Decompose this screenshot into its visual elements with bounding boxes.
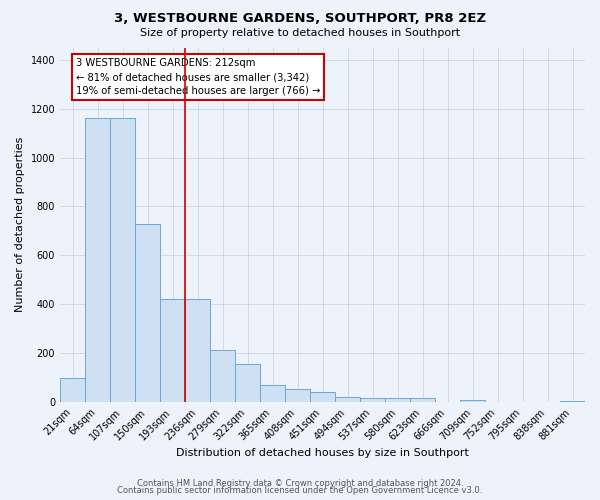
Bar <box>460 400 485 402</box>
Bar <box>260 385 285 402</box>
Bar <box>85 118 110 402</box>
Text: Contains HM Land Registry data © Crown copyright and database right 2024.: Contains HM Land Registry data © Crown c… <box>137 478 463 488</box>
Bar <box>235 364 260 402</box>
Bar <box>560 401 585 402</box>
Bar <box>210 350 235 402</box>
Text: Size of property relative to detached houses in Southport: Size of property relative to detached ho… <box>140 28 460 38</box>
Bar <box>385 398 410 402</box>
Bar <box>410 398 435 402</box>
Y-axis label: Number of detached properties: Number of detached properties <box>15 137 25 312</box>
Text: 3 WESTBOURNE GARDENS: 212sqm
← 81% of detached houses are smaller (3,342)
19% of: 3 WESTBOURNE GARDENS: 212sqm ← 81% of de… <box>76 58 320 96</box>
Bar <box>285 388 310 402</box>
Bar <box>185 300 210 402</box>
Bar <box>335 397 360 402</box>
Bar <box>135 224 160 402</box>
X-axis label: Distribution of detached houses by size in Southport: Distribution of detached houses by size … <box>176 448 469 458</box>
Bar <box>310 392 335 402</box>
Bar <box>110 118 135 402</box>
Bar <box>60 378 85 402</box>
Text: 3, WESTBOURNE GARDENS, SOUTHPORT, PR8 2EZ: 3, WESTBOURNE GARDENS, SOUTHPORT, PR8 2E… <box>114 12 486 26</box>
Bar <box>360 398 385 402</box>
Bar <box>160 300 185 402</box>
Text: Contains public sector information licensed under the Open Government Licence v3: Contains public sector information licen… <box>118 486 482 495</box>
